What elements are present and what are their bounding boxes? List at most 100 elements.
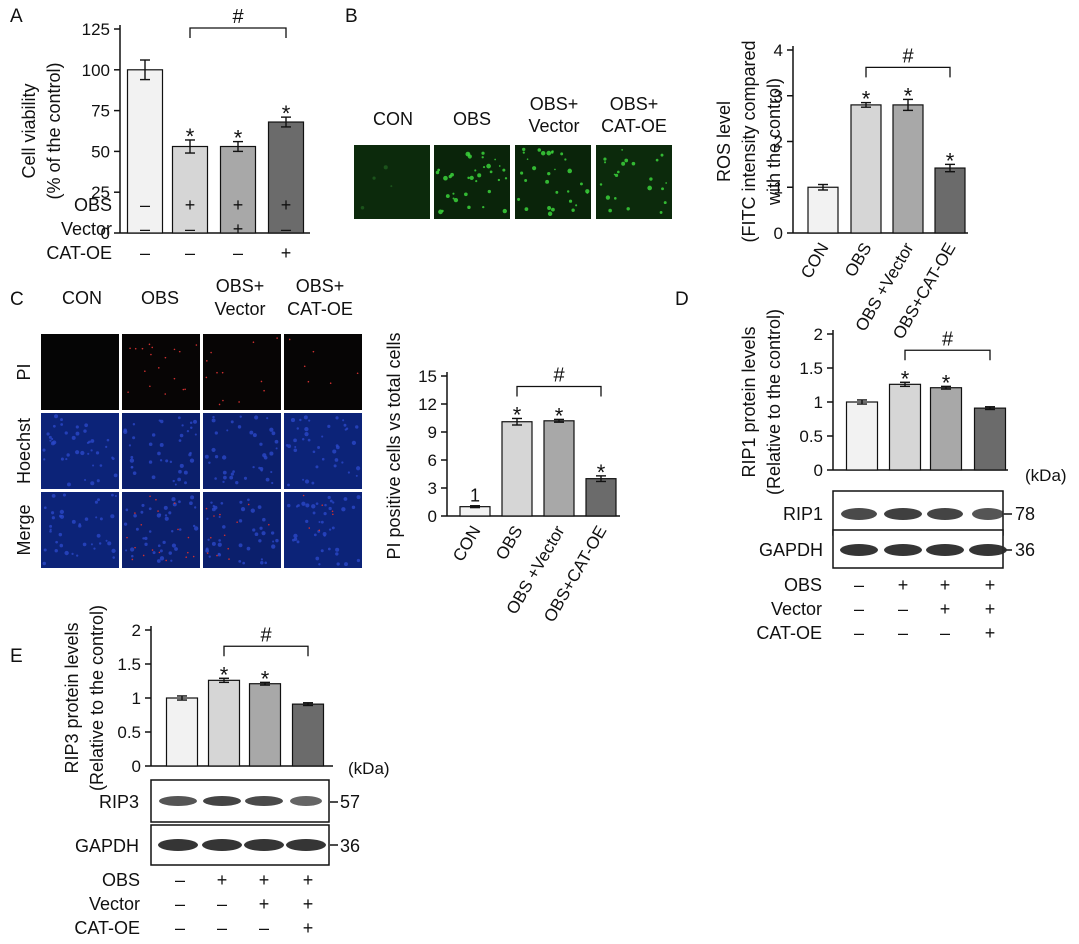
micrograph-c-nucleus-dot [341,461,344,464]
micrograph-c-nucleus-dot [269,451,274,456]
bracket-label-d: # [942,328,954,350]
bracket-label-a: # [232,6,244,28]
micrograph-c-nucleus-dot [318,563,321,566]
blot-e-band-gapdh-3 [286,839,326,851]
micrograph-c-nucleus-dot [318,521,321,524]
micrograph-c-pi-dot [210,351,212,354]
micrograph-c-nucleus-dot [218,539,221,542]
micrograph-c-nucleus-dot [192,524,196,528]
bar-b-3 [934,167,966,234]
micrograph-c-nucleus-dot [181,424,184,427]
micrograph-c-merge-dot [185,556,188,559]
micrograph-c-merge-dot [126,536,128,539]
treatment-sign-e-0-3: + [303,870,314,890]
micrograph-c-pi-dot [148,343,151,346]
micrograph-c-nucleus-dot [355,474,358,477]
micrograph-c-nucleus-dot [285,443,289,447]
micrograph-c-nucleus-dot [252,528,256,532]
micrograph-c-nucleus-dot [313,533,317,537]
micrograph-c-nucleus-dot [52,440,57,445]
micrograph-c-pi-1 [41,334,119,410]
micrograph-c-nucleus-dot [133,514,137,518]
micrograph-c-nucleus-dot [223,475,227,480]
micrograph-c-nucleus-dot [88,440,91,444]
micrograph-c-nucleus-dot [59,509,64,514]
micrograph-b-cell-dot [464,192,468,197]
significance-mark-b-2: * [904,83,913,108]
micrograph-c-nucleus-dot [238,559,242,563]
blot-d-gapdh-kda: 36 [1015,540,1035,560]
micrograph-c-pi-2 [122,334,200,410]
panel-c-label-obs: OBS [141,288,179,308]
y-tick-label-b-4: 4 [774,41,783,60]
y-tick-label-d-2: 1 [814,393,823,412]
bar-e-2 [248,683,282,767]
panel-c-micrographs [41,334,362,568]
micrograph-b-cell-dot [624,158,629,163]
micrograph-c-nucleus-dot [42,448,46,452]
significance-mark-c-1: * [513,402,522,427]
micrograph-c-nucleus-dot [142,537,145,540]
micrograph-c-nucleus-dot [54,414,59,419]
treatment-sign-a-1-2: + [233,219,244,239]
micrograph-b-cell-dot [605,195,611,200]
micrograph-c-nucleus-dot [262,517,266,522]
blot-e-band-gapdh-2 [244,839,284,851]
blot-e-band-rip3-2 [245,796,283,806]
y-tick-label-b-1: 1 [774,178,783,197]
micrograph-c-nucleus-dot [59,543,64,548]
micrograph-b-cell-dot [566,190,570,193]
micrograph-c-nucleus-dot [334,458,339,462]
bar-a-2 [219,145,257,234]
micrograph-b-cell-dot [443,175,448,181]
micrograph-c-nucleus-dot [42,561,47,566]
micrograph-c-nucleus-dot [172,502,177,507]
treatment-sign-e-0-2: + [259,870,270,890]
blot-d-gapdh-name: GAPDH [759,540,823,560]
micrograph-b-cell-dot [474,169,477,172]
y-tick-label-a-0: 0 [101,224,110,243]
micrograph-c-nucleus-dot [242,561,246,565]
y-tick-label-c-5: 15 [418,367,437,386]
micrograph-c-nucleus-dot [129,458,135,463]
treatment-label-a-2: CAT-OE [46,243,112,263]
micrograph-b-cell-dot [617,170,620,174]
micrograph-c-pi-dot [222,399,224,402]
treatment-sign-a-1-0: – [140,219,150,239]
micrograph-c-merge-dot [177,528,179,531]
bracket-b [865,66,951,78]
blot-e-band-rip3-0 [159,796,197,806]
micrograph-c-nucleus-dot [345,427,349,430]
treatment-sign-a-1-3: – [281,219,291,239]
micrograph-b-cell-dot [445,194,450,198]
bar-d-1 [888,383,922,471]
micrograph-b-cell-dot [390,185,393,188]
micrograph-c-nucleus-dot [356,495,361,500]
treatment-sign-a-0-0: – [140,195,150,215]
micrograph-c-nucleus-dot [193,419,198,424]
bar-d-3 [973,407,1007,471]
significance-mark-b-3: * [946,148,955,173]
micrograph-c-pi-dot [303,365,306,368]
micrograph-c-nucleus-dot [168,511,172,515]
micrograph-c-nucleus-dot [49,528,52,531]
micrograph-c-merge-dot [155,498,157,501]
micrograph-c-hoechst-4 [284,413,362,489]
micrograph-c-nucleus-dot [50,437,54,441]
y-tick-label-e-3: 1.5 [117,655,141,674]
micrograph-c-nucleus-dot [96,533,101,538]
blot-d-rip1-name: RIP1 [783,504,823,524]
micrograph-c-nucleus-dot [132,471,137,475]
micrograph-c-nucleus-dot [60,423,64,426]
micrograph-c-nucleus-dot [258,466,261,470]
micrograph-c-nucleus-dot [323,534,326,537]
micrograph-b-cell-dot [603,157,607,161]
significance-mark-c-3: * [597,460,606,485]
micrograph-c-nucleus-dot [157,451,161,456]
micrograph-c-nucleus-dot [297,504,300,507]
micrograph-c-nucleus-dot [178,528,182,531]
micrograph-c-nucleus-dot [341,507,346,512]
significance-mark-c-0: 1 [470,486,480,506]
micrograph-c-nucleus-dot [214,431,218,435]
significance-mark-d-2: * [942,370,951,395]
